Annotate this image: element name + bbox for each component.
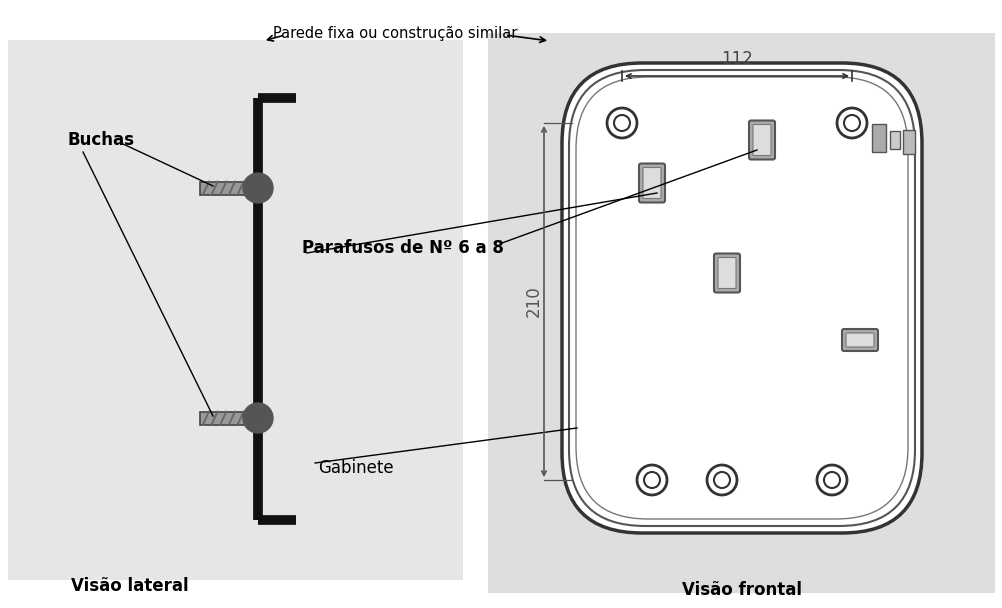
Text: Gabinete: Gabinete: [318, 459, 393, 477]
FancyBboxPatch shape: [638, 164, 664, 202]
FancyBboxPatch shape: [748, 120, 775, 159]
FancyBboxPatch shape: [642, 167, 660, 198]
Text: Buchas: Buchas: [68, 131, 135, 149]
Circle shape: [817, 465, 846, 495]
Circle shape: [606, 108, 636, 138]
Bar: [488, 33, 994, 593]
Bar: [902, 130, 914, 154]
Circle shape: [242, 173, 273, 203]
Bar: [8, 40, 463, 580]
Bar: [889, 131, 899, 149]
FancyBboxPatch shape: [845, 333, 873, 347]
Circle shape: [706, 465, 736, 495]
Bar: [199, 182, 258, 195]
FancyBboxPatch shape: [717, 258, 735, 289]
Text: 210: 210: [524, 286, 542, 317]
Circle shape: [636, 465, 666, 495]
Text: Visão frontal: Visão frontal: [681, 581, 802, 599]
Bar: [871, 124, 885, 152]
FancyBboxPatch shape: [713, 254, 739, 292]
FancyBboxPatch shape: [753, 125, 771, 156]
Circle shape: [836, 108, 866, 138]
Bar: [199, 412, 258, 424]
FancyBboxPatch shape: [561, 63, 921, 533]
Text: Visão lateral: Visão lateral: [71, 577, 188, 595]
Text: Parafusos de Nº 6 a 8: Parafusos de Nº 6 a 8: [302, 239, 503, 257]
Text: Parede fixa ou construção similar: Parede fixa ou construção similar: [273, 26, 517, 41]
FancyBboxPatch shape: [841, 329, 877, 351]
Circle shape: [242, 403, 273, 433]
Text: 112: 112: [720, 50, 753, 68]
